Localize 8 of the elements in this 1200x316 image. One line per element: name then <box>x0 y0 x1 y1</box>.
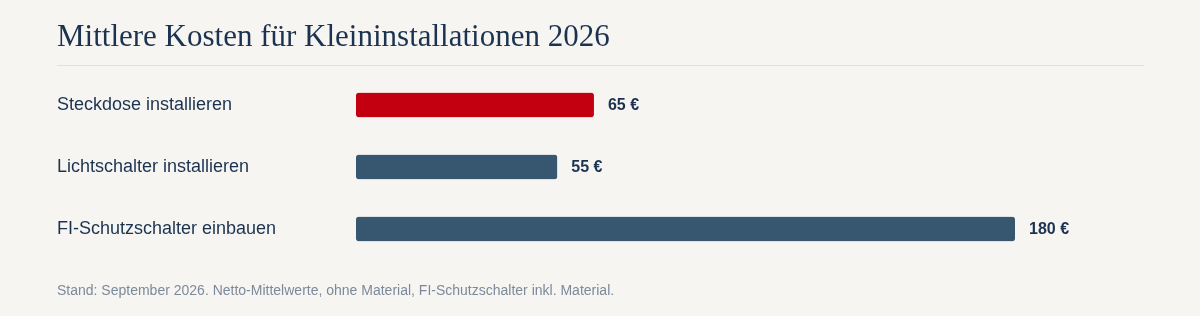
data-label: 65 € <box>607 96 640 113</box>
y-tick-label: Lichtschalter installieren <box>57 156 250 176</box>
data-label: 55 € <box>571 158 603 175</box>
data-label: 180 € <box>1029 220 1070 237</box>
y-tick-label: Steckdose installieren <box>57 94 233 114</box>
chart-title: Mittlere Kosten für Kleininstallationen 2026 <box>57 18 610 54</box>
text: Stand: September 2026. Netto-Mittelwerte, ohne Material, FI-Schutzschalter inkl. Material. <box>57 282 615 298</box>
y-tick-label: FI-Schutzschalter einbauen <box>57 218 277 238</box>
